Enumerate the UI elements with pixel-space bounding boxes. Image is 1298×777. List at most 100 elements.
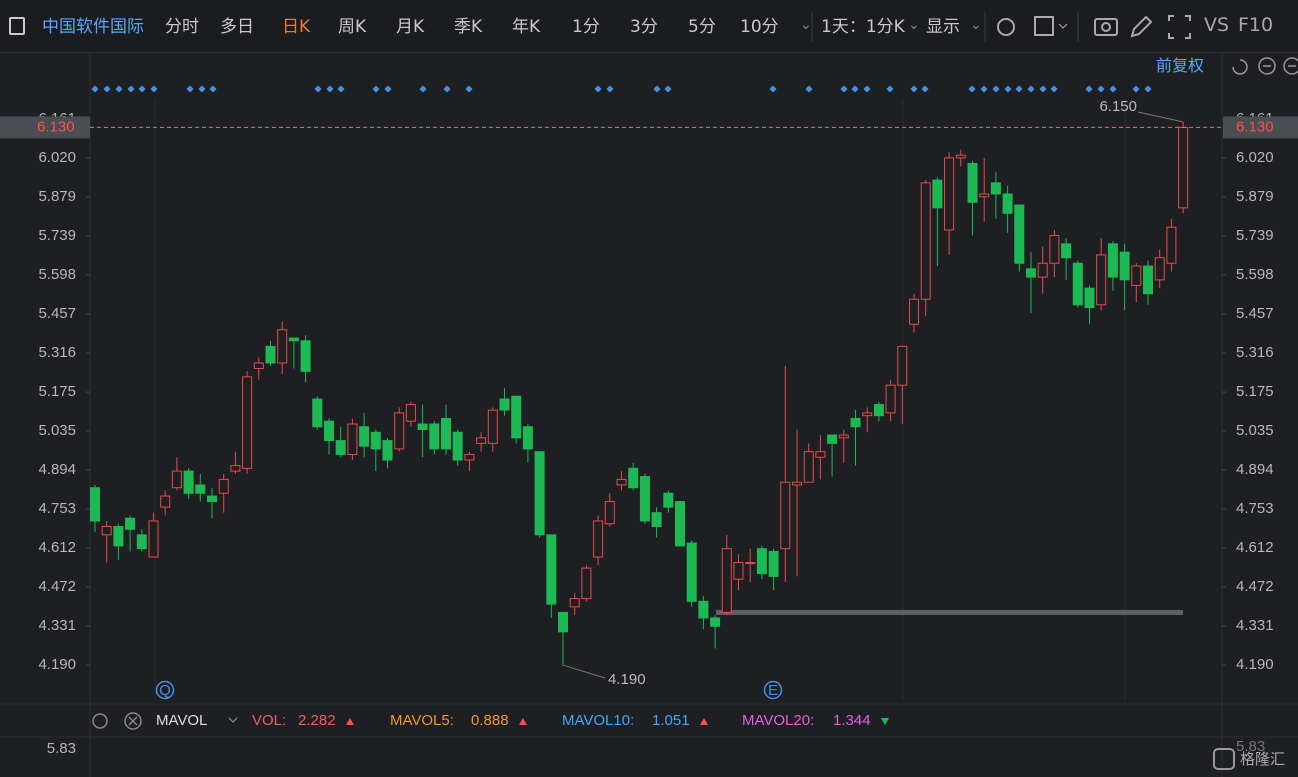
period-tab[interactable]: 多日: [220, 17, 254, 37]
zoom-in[interactable]: [1283, 57, 1298, 75]
y-tick-label: 4.612: [1236, 539, 1274, 556]
lower-tick: 5.83: [1236, 738, 1265, 755]
period-select[interactable]: 1天：1分K: [821, 17, 905, 37]
candle-body: [476, 437, 487, 444]
period-tab[interactable]: 月K: [396, 17, 425, 37]
max-leader: [1137, 111, 1184, 123]
candle-body: [335, 440, 346, 455]
y-tick-label: 4.190: [38, 656, 76, 673]
candle-body: [1131, 265, 1142, 286]
candle-body: [1166, 226, 1177, 264]
candle-body: [1014, 204, 1025, 264]
candle-body: [125, 517, 136, 530]
event-dot: [314, 85, 322, 93]
chevron[interactable]: ⌄: [908, 17, 920, 33]
event-dot: [664, 85, 672, 93]
candle-body: [464, 453, 475, 461]
candle-body: [733, 562, 744, 580]
y-tick-label: 5.879: [1236, 188, 1274, 205]
period-tab[interactable]: 季K: [454, 17, 483, 37]
event-dot: [1097, 85, 1105, 93]
candle-body: [230, 465, 241, 472]
event-icon: [763, 680, 783, 700]
trend-up: [700, 718, 708, 725]
period-tab[interactable]: 3分: [630, 17, 658, 37]
max-label: 6.150: [1099, 98, 1137, 115]
period-tab[interactable]: 周K: [338, 17, 367, 37]
chevron[interactable]: ⌄: [800, 17, 812, 33]
close-x: [128, 716, 138, 726]
candle-body: [253, 362, 264, 370]
candle-body: [429, 423, 440, 450]
event-icon: [155, 680, 175, 700]
event-dot: [150, 85, 158, 93]
candle-body: [522, 426, 533, 450]
candle-body: [1143, 265, 1153, 295]
sidebar-toggle[interactable]: [9, 17, 25, 35]
chevron[interactable]: ⌄: [970, 17, 982, 33]
candle-body: [827, 434, 838, 444]
y-tick-label: 5.739: [38, 227, 76, 244]
event-dot: [127, 85, 135, 93]
fullscreen-icon[interactable]: [1168, 15, 1191, 39]
candle-body: [628, 467, 639, 489]
zoom-out[interactable]: [1258, 57, 1276, 75]
candle-body: [511, 395, 522, 439]
period-tab[interactable]: 日K: [282, 17, 311, 37]
vs-button[interactable]: VS: [1204, 14, 1230, 36]
candle-body: [382, 440, 393, 461]
event-dot: [1004, 85, 1012, 93]
event-dot: [326, 85, 334, 93]
candle-body: [359, 426, 370, 447]
reset-icon[interactable]: [1232, 59, 1248, 75]
trend-up: [346, 718, 354, 725]
y-tick-label: 5.879: [38, 188, 76, 205]
candle-body: [558, 611, 568, 633]
candle-body: [990, 182, 1001, 195]
candle-body: [499, 398, 510, 411]
display-menu[interactable]: 显示: [926, 17, 960, 37]
event-dot: [1050, 85, 1058, 93]
pen-icon[interactable]: [1130, 15, 1153, 38]
candle-body: [651, 512, 662, 528]
candle-body: [370, 431, 381, 450]
event-dot: [443, 85, 451, 93]
candle-body: [780, 481, 791, 550]
candle-body: [546, 534, 557, 605]
candle-body: [1026, 268, 1036, 278]
candle-body: [663, 492, 674, 508]
watermark-logo: [1213, 748, 1235, 770]
candle-body: [452, 431, 463, 461]
period-tab[interactable]: 1分: [572, 17, 600, 37]
candle-body: [792, 481, 802, 486]
candle-body: [967, 162, 978, 203]
y-tick-label: 5.316: [38, 344, 76, 361]
adjust-select[interactable]: 前复权: [1156, 56, 1205, 75]
candle-body: [1107, 243, 1118, 278]
y-tick-label: 4.472: [1236, 578, 1274, 595]
event-dot: [992, 85, 1000, 93]
candle-body: [604, 501, 615, 525]
period-tab[interactable]: 年K: [512, 17, 541, 37]
period-tab[interactable]: 5分: [688, 17, 716, 37]
event-dot: [1027, 85, 1035, 93]
candle-body: [569, 598, 580, 608]
chevron[interactable]: [1058, 23, 1068, 29]
stock-name[interactable]: 中国软件国际: [42, 17, 144, 37]
candle-body: [721, 548, 732, 613]
camera-icon[interactable]: [1094, 18, 1118, 36]
candle-body: [101, 526, 112, 536]
f10-button[interactable]: F10: [1238, 14, 1274, 36]
indicator-name: MAVOL: [156, 712, 207, 729]
candle-body: [850, 417, 861, 428]
period-tab[interactable]: 10分: [740, 17, 779, 37]
y-tick-label: 5.598: [1236, 266, 1274, 283]
zoom-controls: [1232, 57, 1298, 75]
box-icon[interactable]: [1034, 16, 1054, 36]
event-dot: [1039, 85, 1047, 93]
y-tick-label: 4.753: [1236, 500, 1274, 517]
settings-icon[interactable]: [997, 18, 1015, 36]
period-tab[interactable]: 分时: [165, 17, 199, 37]
event-dot: [138, 85, 146, 93]
